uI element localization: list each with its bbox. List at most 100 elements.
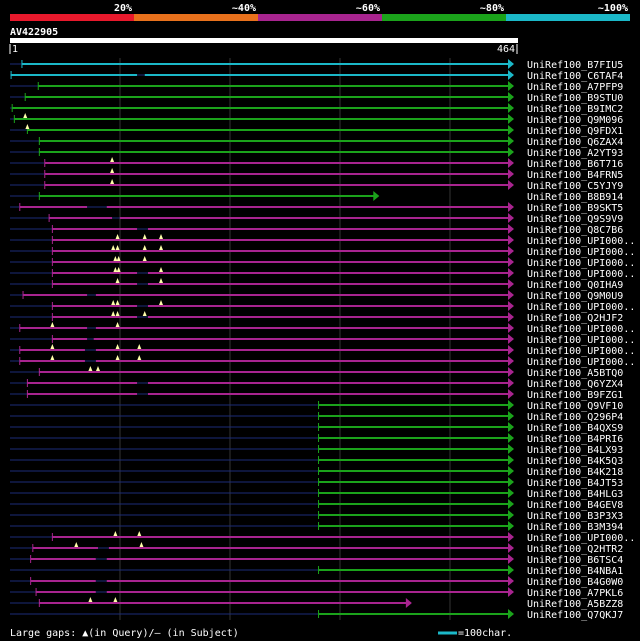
- hit-row[interactable]: UniRef100_B3P3X3: [10, 510, 623, 522]
- hit-row[interactable]: UniRef100_UPI000..: [10, 256, 635, 269]
- hit-row[interactable]: UniRef100_Q9S9V9: [10, 213, 623, 225]
- hit-row[interactable]: UniRef100_B4JT53: [10, 477, 623, 489]
- hit-label[interactable]: UniRef100_B4GEV8: [527, 500, 623, 511]
- hit-row[interactable]: UniRef100_UPI000..: [10, 334, 635, 346]
- hit-label[interactable]: UniRef100_B9STU0: [527, 93, 623, 104]
- hit-row[interactable]: UniRef100_UPI000..: [10, 234, 635, 247]
- hit-label[interactable]: UniRef100_A5BZZ8: [527, 599, 623, 610]
- hit-row[interactable]: UniRef100_UPI000..: [10, 300, 635, 313]
- hit-row[interactable]: UniRef100_B7FIU5: [10, 59, 623, 71]
- hit-row[interactable]: UniRef100_Q2HTR2: [10, 542, 623, 555]
- hit-label[interactable]: UniRef100_Q6ZAX4: [527, 137, 623, 148]
- hit-label[interactable]: UniRef100_Q9VF10: [527, 401, 623, 412]
- hit-row[interactable]: UniRef100_Q9M096: [10, 113, 623, 126]
- hit-label[interactable]: UniRef100_B9FZG1: [527, 390, 623, 401]
- hit-row[interactable]: UniRef100_B8B914: [10, 191, 623, 203]
- hit-label[interactable]: UniRef100_B4JT53: [527, 478, 623, 489]
- hit-row[interactable]: UniRef100_B3M394: [10, 521, 623, 533]
- hit-label[interactable]: UniRef100_UPI000..: [527, 357, 635, 368]
- hit-row[interactable]: UniRef100_A7PFP9: [10, 81, 623, 93]
- hit-row[interactable]: UniRef100_B4PRI6: [10, 433, 623, 445]
- hit-label[interactable]: UniRef100_B4NBA1: [527, 566, 623, 577]
- hit-row[interactable]: UniRef100_UPI000..: [10, 322, 635, 335]
- hit-label[interactable]: UniRef100_Q9S9V9: [527, 214, 623, 225]
- hit-label[interactable]: UniRef100_B4K5Q3: [527, 456, 623, 467]
- hit-label[interactable]: UniRef100_B6TSC4: [527, 555, 623, 566]
- hit-row[interactable]: UniRef100_B4K5Q3: [10, 455, 623, 467]
- hit-row[interactable]: UniRef100_B4QXS9: [10, 422, 623, 434]
- hit-label[interactable]: UniRef100_B3M394: [527, 522, 623, 533]
- hit-label[interactable]: UniRef100_C5YJY9: [527, 181, 623, 192]
- hit-row[interactable]: UniRef100_B4LX93: [10, 444, 623, 456]
- hit-label[interactable]: UniRef100_Q2HJF2: [527, 313, 623, 324]
- hit-row[interactable]: UniRef100_Q296P4: [10, 411, 623, 423]
- hit-row[interactable]: UniRef100_Q6ZAX4: [10, 136, 623, 148]
- hit-row[interactable]: UniRef100_Q9M0U9: [10, 290, 623, 302]
- hit-label[interactable]: UniRef100_B4G0W0: [527, 577, 623, 588]
- hit-row[interactable]: UniRef100_B6TSC4: [10, 554, 623, 566]
- hit-row[interactable]: UniRef100_Q6YZX4: [10, 378, 623, 390]
- hit-row[interactable]: UniRef100_C6TAF4: [10, 70, 623, 82]
- hit-label[interactable]: UniRef100_A2YT93: [527, 148, 623, 159]
- hit-label[interactable]: UniRef100_Q6YZX4: [527, 379, 623, 390]
- hit-row[interactable]: UniRef100_UPI000..: [10, 531, 635, 544]
- hit-label[interactable]: UniRef100_UPI000..: [527, 258, 635, 269]
- hit-label[interactable]: UniRef100_B9SKT5: [527, 203, 623, 214]
- hit-row[interactable]: UniRef100_B4NBA1: [10, 565, 623, 577]
- hit-row[interactable]: UniRef100_B9FZG1: [10, 389, 623, 401]
- hit-label[interactable]: UniRef100_UPI000..: [527, 236, 635, 247]
- hit-label[interactable]: UniRef100_Q296P4: [527, 412, 623, 423]
- hit-row[interactable]: UniRef100_Q2HJF2: [10, 311, 623, 324]
- hit-row[interactable]: UniRef100_B9SKT5: [10, 202, 623, 214]
- hit-label[interactable]: UniRef100_UPI000..: [527, 335, 635, 346]
- hit-row[interactable]: UniRef100_C5YJY9: [10, 179, 623, 192]
- hit-row[interactable]: UniRef100_A5BZZ8: [10, 597, 623, 610]
- hit-label[interactable]: UniRef100_A7PFP9: [527, 82, 623, 93]
- hit-row[interactable]: UniRef100_Q9FDX1: [10, 124, 623, 137]
- hit-label[interactable]: UniRef100_B4FRN5: [527, 170, 623, 181]
- hit-label[interactable]: UniRef100_UPI000..: [527, 247, 635, 258]
- hit-label[interactable]: UniRef100_UPI000..: [527, 346, 635, 357]
- hit-row[interactable]: UniRef100_Q9VF10: [10, 400, 623, 412]
- hit-row[interactable]: UniRef100_Q8C7B6: [10, 224, 623, 236]
- hit-label[interactable]: UniRef100_A7PKL6: [527, 588, 623, 599]
- hit-label[interactable]: UniRef100_UPI000..: [527, 533, 635, 544]
- hit-row[interactable]: UniRef100_B9IMC2: [10, 103, 623, 115]
- hit-label[interactable]: UniRef100_Q8C7B6: [527, 225, 623, 236]
- hit-row[interactable]: UniRef100_B4FRN5: [10, 168, 623, 181]
- hit-label[interactable]: UniRef100_Q9FDX1: [527, 126, 623, 137]
- hit-label[interactable]: UniRef100_B4LX93: [527, 445, 623, 456]
- hit-row[interactable]: UniRef100_B4GEV8: [10, 499, 623, 511]
- hit-row[interactable]: UniRef100_Q7QKJ7: [10, 609, 623, 621]
- hit-label[interactable]: UniRef100_B4K218: [527, 467, 623, 478]
- hit-label[interactable]: UniRef100_Q0IHA9: [527, 280, 623, 291]
- hit-row[interactable]: UniRef100_UPI000..: [10, 267, 635, 280]
- hit-label[interactable]: UniRef100_B7FIU5: [527, 60, 623, 71]
- hit-row[interactable]: UniRef100_UPI000..: [10, 245, 635, 258]
- hit-label[interactable]: UniRef100_Q9M0U9: [527, 291, 623, 302]
- hit-row[interactable]: UniRef100_A2YT93: [10, 147, 623, 159]
- hit-label[interactable]: UniRef100_Q7QKJ7: [527, 610, 623, 621]
- hit-row[interactable]: UniRef100_B9STU0: [10, 92, 623, 104]
- hit-row[interactable]: UniRef100_A7PKL6: [10, 587, 623, 599]
- hit-label[interactable]: UniRef100_B3P3X3: [527, 511, 623, 522]
- hit-label[interactable]: UniRef100_Q9M096: [527, 115, 623, 126]
- hit-row[interactable]: UniRef100_B4G0W0: [10, 576, 623, 588]
- hit-label[interactable]: UniRef100_UPI000..: [527, 302, 635, 313]
- hit-label[interactable]: UniRef100_C6TAF4: [527, 71, 623, 82]
- hit-label[interactable]: UniRef100_B4PRI6: [527, 434, 623, 445]
- hit-row[interactable]: UniRef100_B6T716: [10, 157, 623, 170]
- hit-label[interactable]: UniRef100_B8B914: [527, 192, 623, 203]
- hit-label[interactable]: UniRef100_A5BTQ0: [527, 368, 623, 379]
- hit-label[interactable]: UniRef100_Q2HTR2: [527, 544, 623, 555]
- hit-label[interactable]: UniRef100_B6T716: [527, 159, 623, 170]
- hit-label[interactable]: UniRef100_B4QXS9: [527, 423, 623, 434]
- hit-row[interactable]: UniRef100_Q0IHA9: [10, 278, 623, 291]
- hit-label[interactable]: UniRef100_UPI000..: [527, 269, 635, 280]
- hit-row[interactable]: UniRef100_B4HLG3: [10, 488, 623, 500]
- hit-label[interactable]: UniRef100_B9IMC2: [527, 104, 623, 115]
- hit-label[interactable]: UniRef100_B4HLG3: [527, 489, 623, 500]
- hit-label[interactable]: UniRef100_UPI000..: [527, 324, 635, 335]
- hit-row[interactable]: UniRef100_A5BTQ0: [10, 366, 623, 379]
- hit-row[interactable]: UniRef100_UPI000..: [10, 344, 635, 357]
